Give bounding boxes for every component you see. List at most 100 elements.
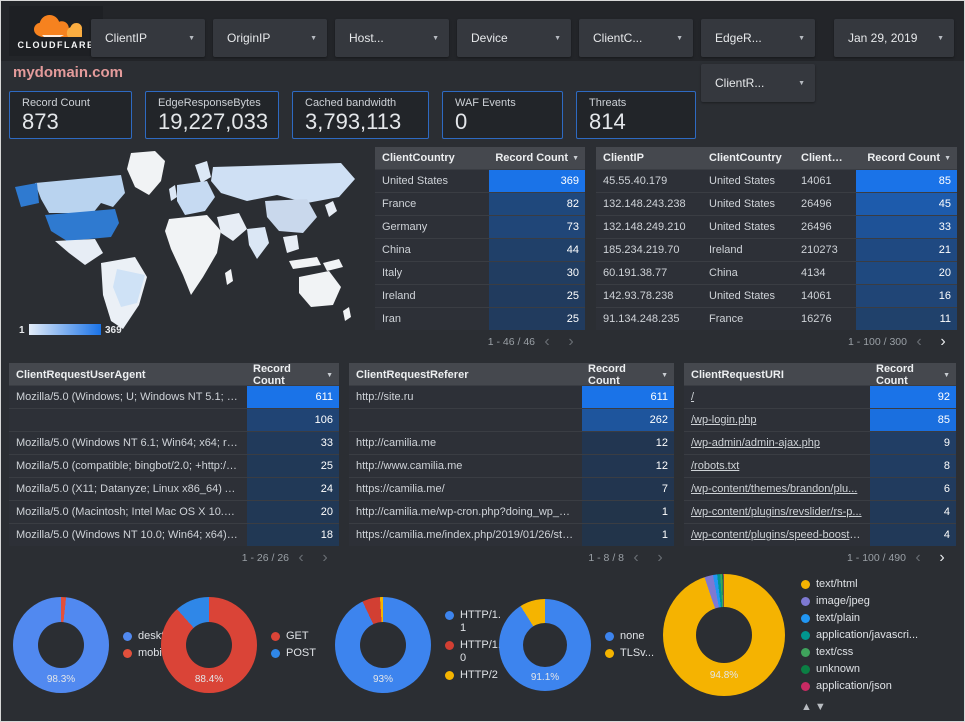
table-row: /robots.txt 8 — [684, 454, 956, 477]
legend-item: text/css — [801, 646, 919, 659]
kpi-label: Cached bandwidth — [305, 97, 397, 109]
table-cell: Italy — [382, 267, 403, 279]
table-header: ClientRequestReferer Record Count ▼ — [349, 363, 674, 387]
donut-chart-group-tls: 91.1% none TLSv... — [499, 599, 654, 691]
column-header-record-count[interactable]: Record Count ▼ — [489, 152, 585, 164]
table-row: Mozilla/5.0 (Windows NT 6.1; Win64; x64;… — [9, 431, 339, 454]
filter-chip-edger[interactable]: EdgeR... ▼ — [701, 19, 815, 57]
column-header: ClientASN — [801, 152, 855, 164]
record-count-cell: 11 — [856, 308, 957, 330]
pagination: 1 - 46 / 46 ‹ › — [375, 330, 585, 354]
table-row: Mozilla/5.0 (X11; Datanyze; Linux x86_64… — [9, 477, 339, 500]
legend-dot — [445, 610, 454, 620]
previous-page-icon[interactable]: ‹ — [915, 549, 921, 566]
legend-dot — [605, 632, 614, 641]
table-row: 91.134.248.235 France 16276 11 — [596, 307, 957, 330]
cloudflare-logo: CLOUDFLARE — [9, 6, 103, 56]
uri-link[interactable]: /wp-content/plugins/revslider/rs-p... — [691, 506, 862, 518]
table-row: France 82 — [375, 192, 585, 215]
chevron-down-icon: ▼ — [554, 34, 561, 42]
record-count-cell: 369 — [489, 170, 585, 192]
table-cell: 14061 — [801, 290, 832, 302]
legend-sort-arrows[interactable]: ▲▼ — [801, 701, 829, 713]
table-row: United States 369 — [375, 169, 585, 192]
column-header-record-count[interactable]: Record Count ▼ — [870, 363, 956, 387]
chevron-down-icon: ▼ — [676, 34, 683, 42]
donut-chart-content[interactable]: 94.8% — [663, 574, 785, 696]
uri-link[interactable]: / — [691, 391, 695, 403]
legend-item: TLSv... — [605, 647, 654, 660]
record-count-cell: 82 — [489, 193, 585, 215]
filter-chip-clientip[interactable]: ClientIP ▼ — [91, 19, 205, 57]
next-page-icon[interactable]: › — [940, 333, 946, 350]
table-cell: 142.93.78.238 — [603, 290, 674, 302]
table-row: http://camilia.me 12 — [349, 431, 674, 454]
chevron-down-icon: ▼ — [310, 34, 317, 42]
table-header: ClientRequestUserAgent Record Count ▼ — [9, 363, 339, 387]
legend-label: TLSv... — [620, 647, 655, 659]
record-count-cell: 45 — [856, 193, 957, 215]
column-header: ClientRequestReferer — [356, 369, 469, 381]
legend-item: application/javascri... — [801, 629, 919, 642]
legend-item: unknown — [801, 663, 919, 676]
previous-page-icon[interactable]: ‹ — [916, 333, 922, 350]
table-row: /wp-content/plugins/speed-booste... 4 — [684, 523, 956, 546]
legend-label: GET — [286, 630, 309, 642]
donut-chart-method[interactable]: 88.4% — [161, 597, 257, 693]
filter-chip-label: ClientC... — [593, 31, 643, 45]
filter-chip-clientrequest[interactable]: ClientR... ▼ — [701, 64, 815, 102]
kpi-card-waf-events: WAF Events 0 — [442, 91, 563, 139]
table-cell: 132.148.243.238 — [603, 198, 686, 210]
donut-hole — [38, 622, 84, 668]
world-map-panel[interactable]: 1 369 — [9, 147, 371, 347]
table-row: Italy 30 — [375, 261, 585, 284]
donut-hole — [696, 607, 752, 663]
uri-link[interactable]: /wp-content/plugins/speed-booste... — [691, 529, 865, 541]
table-cell: 91.134.248.235 — [603, 313, 680, 325]
world-choropleth-map[interactable]: 1 369 — [9, 147, 371, 347]
column-header-record-count[interactable]: Record Count ▼ — [582, 363, 674, 387]
legend-item: GET — [271, 630, 316, 643]
legend-dot — [445, 670, 454, 680]
next-page-icon[interactable]: › — [568, 333, 574, 350]
filter-chip-host[interactable]: Host... ▼ — [335, 19, 449, 57]
pagination: 1 - 8 / 8 ‹ › — [349, 546, 674, 570]
uri-link[interactable]: /robots.txt — [691, 460, 740, 472]
legend-dot — [605, 649, 614, 658]
previous-page-icon[interactable]: ‹ — [544, 333, 550, 350]
uri-link[interactable]: /wp-content/themes/brandon/plu... — [691, 483, 858, 495]
filter-chip-device[interactable]: Device ▼ — [457, 19, 571, 57]
uri-link[interactable]: /wp-admin/admin-ajax.php — [691, 437, 821, 449]
column-header-record-count[interactable]: Record Count ▼ — [247, 363, 339, 387]
kpi-value: 19,227,033 — [158, 109, 269, 134]
record-count-cell: 20 — [856, 262, 957, 284]
legend-item: HTTP/1.1 — [445, 609, 501, 635]
donut-chart-protocol[interactable]: 93% — [335, 597, 431, 693]
next-page-icon[interactable]: › — [939, 549, 945, 566]
column-header-record-count[interactable]: Record Count ▼ — [856, 152, 957, 164]
legend-dot — [123, 649, 132, 658]
donut-chart-device[interactable]: 98.3% — [13, 597, 109, 693]
legend-label: HTTP/1.1 — [460, 608, 501, 634]
table-cell: 14061 — [801, 175, 832, 187]
table-cell: 16276 — [801, 313, 832, 325]
next-page-icon[interactable]: › — [657, 549, 663, 566]
table-cell: http://camilia.me — [356, 437, 437, 449]
filter-chip-clientc[interactable]: ClientC... ▼ — [579, 19, 693, 57]
legend-dot — [801, 580, 810, 589]
kpi-value: 814 — [589, 109, 626, 134]
uri-link[interactable]: /wp-login.php — [691, 414, 757, 426]
kpi-card-threats: Threats 814 — [576, 91, 696, 139]
date-filter-chip[interactable]: Jan 29, 2019 ▼ — [834, 19, 954, 57]
pagination-range: 1 - 26 / 26 — [241, 552, 289, 564]
filter-chip-originip[interactable]: OriginIP ▼ — [213, 19, 327, 57]
legend-label: HTTP/1.0 — [460, 638, 501, 664]
previous-page-icon[interactable]: ‹ — [633, 549, 639, 566]
record-count-cell: 33 — [856, 216, 957, 238]
previous-page-icon[interactable]: ‹ — [298, 549, 304, 566]
legend-item: image/jpeg — [801, 595, 919, 608]
column-header: ClientIP — [603, 152, 644, 164]
filter-chip-label: Device — [471, 31, 508, 45]
donut-chart-tls[interactable]: 91.1% — [499, 599, 591, 691]
next-page-icon[interactable]: › — [322, 549, 328, 566]
